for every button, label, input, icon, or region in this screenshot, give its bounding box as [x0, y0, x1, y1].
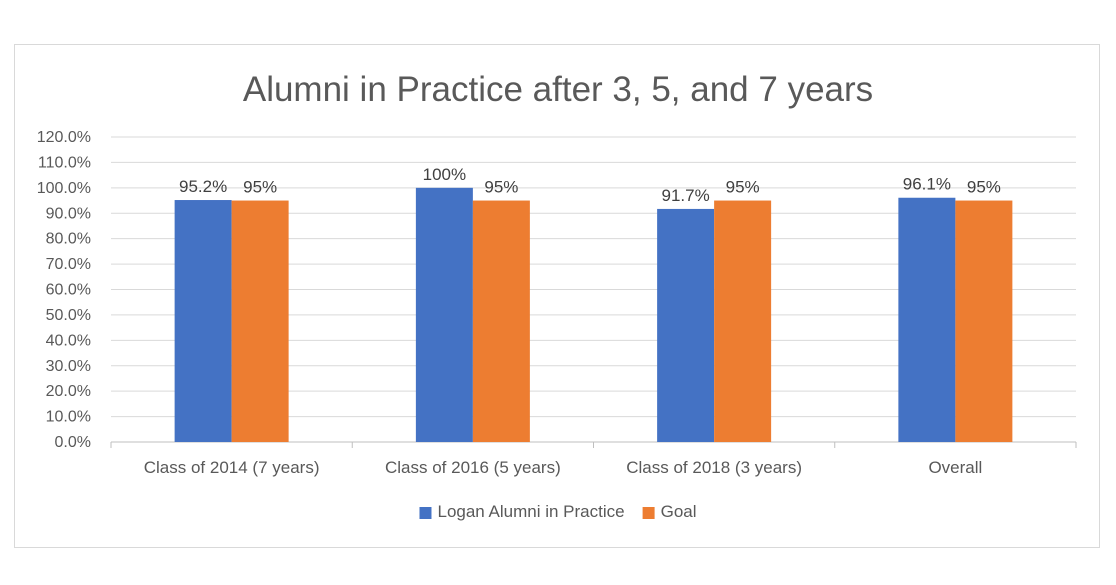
bar-alumni	[898, 197, 956, 442]
bar-goal	[231, 200, 289, 442]
y-tick-label: 100.0%	[37, 180, 91, 197]
y-tick-label: 10.0%	[46, 409, 91, 426]
data-label: 95%	[243, 178, 277, 197]
data-label: 95%	[484, 178, 518, 197]
data-label: 95%	[726, 178, 760, 197]
y-tick-label: 50.0%	[46, 307, 91, 324]
legend-label: Goal	[661, 502, 697, 521]
y-tick-label: 40.0%	[46, 332, 91, 349]
data-labels: 95.2% 100% 91.7% 96.1% 95% 95% 95% 95%	[179, 165, 1001, 205]
bar-alumni	[174, 200, 232, 442]
y-tick-label: 70.0%	[46, 256, 91, 273]
x-tick-label: Class of 2018 (3 years)	[626, 458, 802, 477]
y-axis-ticks: 0.0% 10.0% 20.0% 30.0% 40.0% 50.0% 60.0% 70.0% 8…	[37, 129, 91, 451]
legend-item: Logan Alumni in Practice	[419, 502, 625, 521]
data-label: 91.7%	[662, 186, 710, 205]
chart-title: Alumni in Practice after 3, 5, and 7 yea…	[243, 70, 873, 109]
data-label: 95%	[967, 178, 1001, 197]
bar-alumni	[657, 208, 715, 442]
x-tick-label: Overall	[928, 458, 982, 477]
y-tick-label: 120.0%	[37, 129, 91, 146]
bars	[174, 187, 1013, 442]
legend: Logan Alumni in Practice Goal	[419, 502, 697, 521]
bar-alumni	[415, 187, 473, 442]
x-tick-label: Class of 2016 (5 years)	[385, 458, 561, 477]
y-tick-label: 80.0%	[46, 231, 91, 248]
legend-item: Goal	[642, 502, 697, 521]
data-label: 100%	[423, 165, 466, 184]
y-tick-label: 60.0%	[46, 282, 91, 299]
legend-label: Logan Alumni in Practice	[437, 502, 624, 521]
bar-goal	[472, 200, 530, 442]
bar-goal	[955, 200, 1013, 442]
data-label: 96.1%	[903, 175, 951, 194]
legend-swatch	[642, 507, 655, 519]
y-tick-label: 110.0%	[38, 154, 91, 171]
data-label: 95.2%	[179, 177, 227, 196]
x-tick-label: Class of 2014 (7 years)	[144, 458, 320, 477]
chart-area: Alumni in Practice after 3, 5, and 7 yea…	[14, 44, 1100, 548]
legend-swatch	[419, 507, 432, 519]
chart-canvas: Alumni in Practice after 3, 5, and 7 yea…	[37, 70, 1077, 521]
y-tick-label: 20.0%	[46, 383, 91, 400]
x-axis: Class of 2014 (7 years) Class of 2016 (5 …	[110, 442, 1077, 477]
bar-goal	[714, 200, 772, 442]
y-tick-label: 90.0%	[46, 205, 91, 222]
y-tick-label: 0.0%	[55, 434, 91, 451]
y-tick-label: 30.0%	[46, 358, 91, 375]
